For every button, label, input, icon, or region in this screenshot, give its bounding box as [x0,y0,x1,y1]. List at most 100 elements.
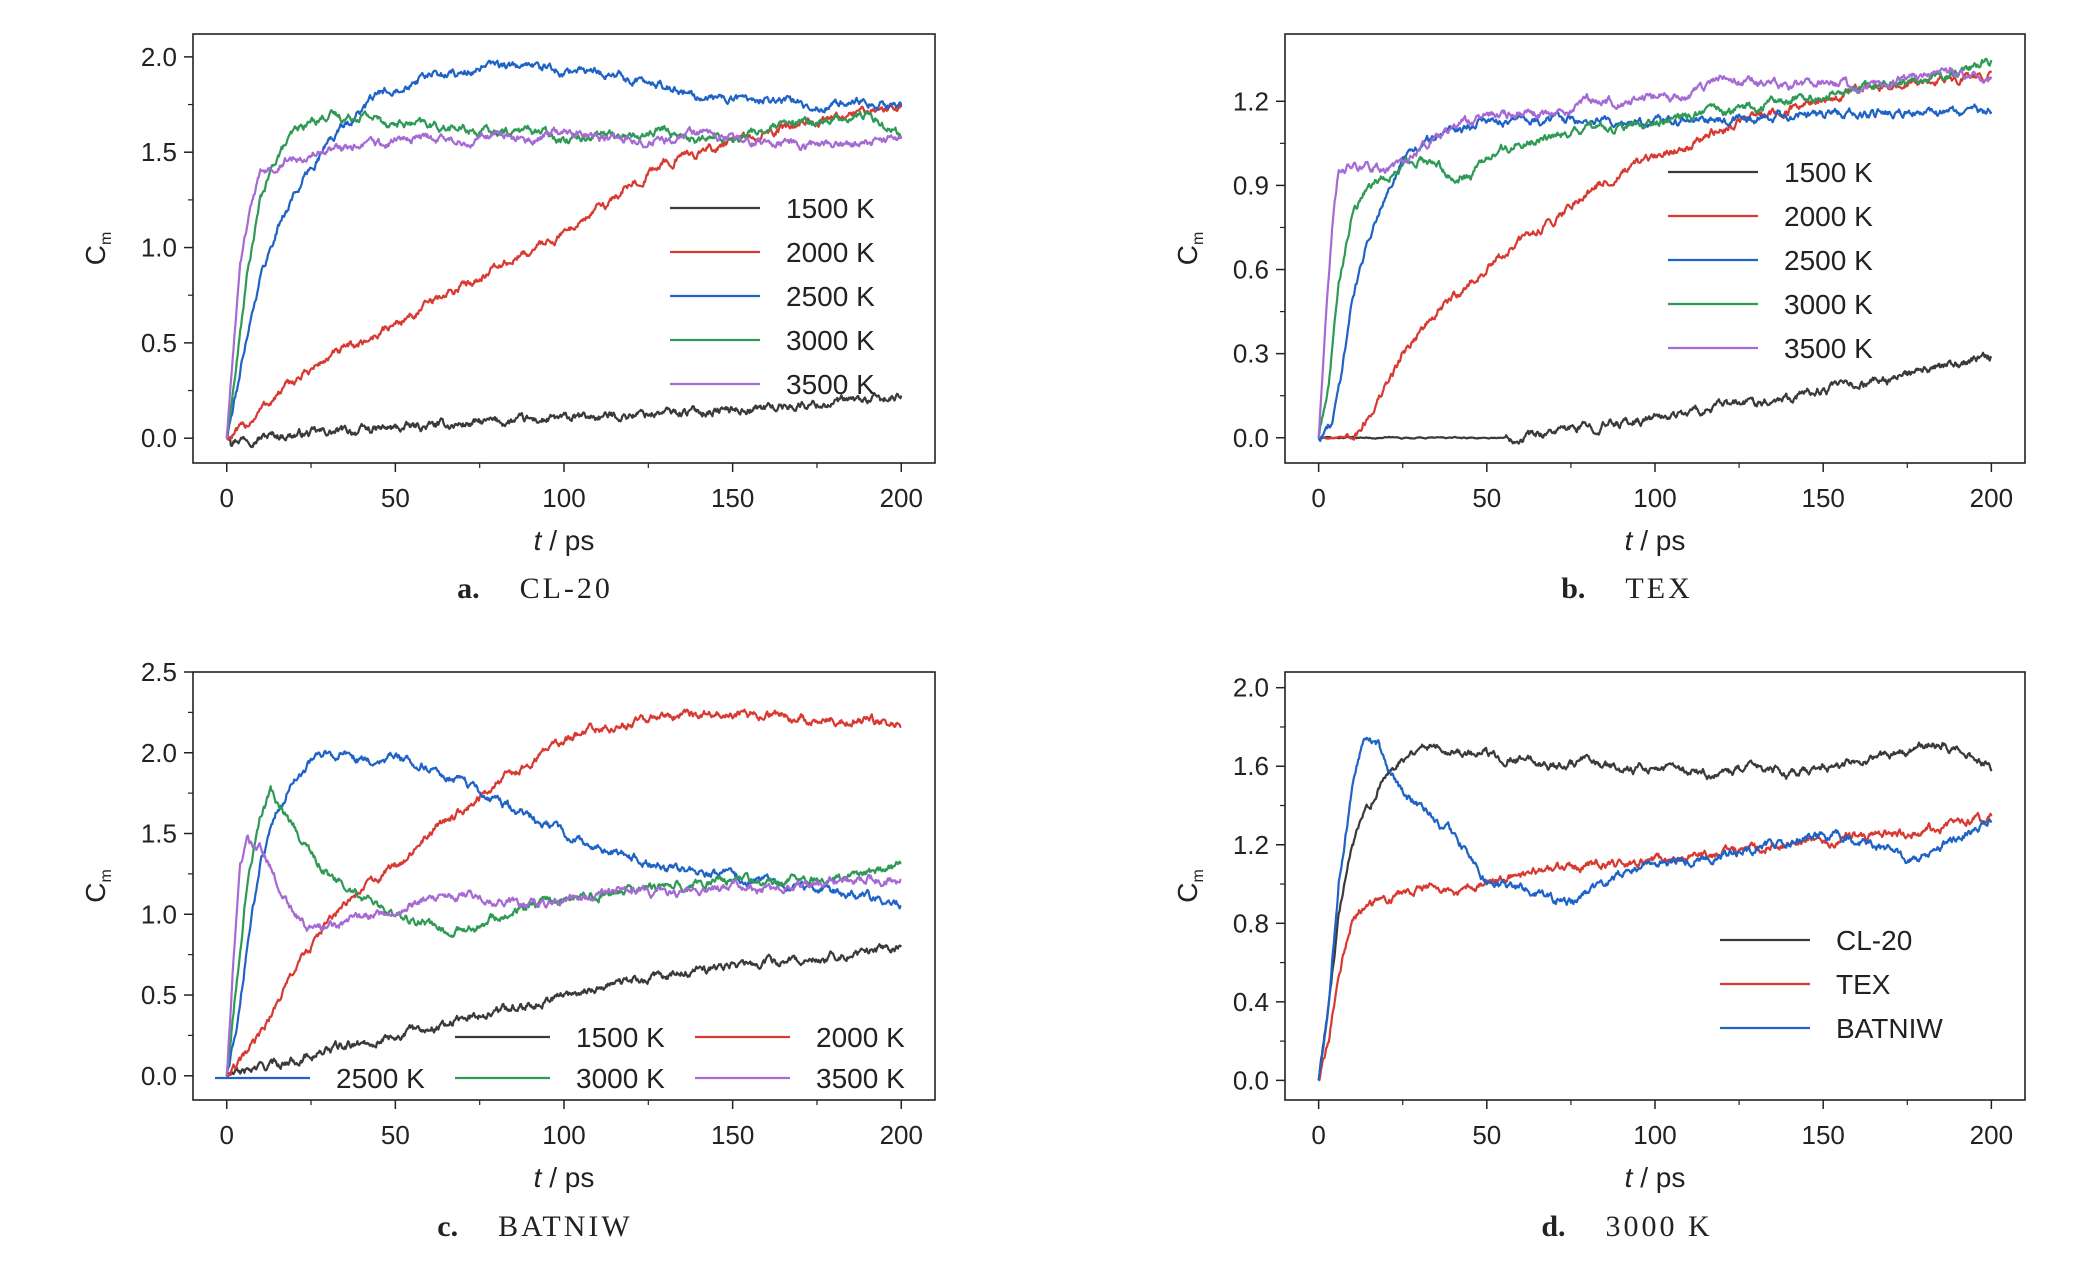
legend-entry: 3000 K [786,325,875,356]
panel-4: 0 50 100 150 200 0.0 0.4 0.8 1.2 1.6 2.0 t / ps Cm CL… [1172,671,2026,1243]
y-tick-label: 1.6 [1233,751,1269,781]
x-tick-label: 100 [1633,1120,1676,1150]
series-line-2500-k [225,59,903,439]
y-axis-label-main: C [1172,883,1203,903]
x-tick-label: 50 [1472,1120,1501,1150]
x-axis-label-unit: / ps [541,525,594,556]
legend: 1500 K 2000 K 2500 K 3000 K 3500 K [1668,157,1873,364]
series-line-2000-k [225,102,903,441]
y-axis-label-main: C [1172,245,1203,265]
legend-entry: 3500 K [816,1063,905,1094]
plot-frame [1284,33,2026,464]
panel-caption-letter: a. [457,572,480,605]
x-tick-label: 150 [1801,483,1844,513]
x-axis-label-var: t [534,1162,543,1193]
y-tick-label: 0.0 [1233,1065,1269,1095]
y-tick-label: 1.0 [141,233,177,263]
x-tick-label: 150 [1801,1120,1844,1150]
y-tick-label: 2.5 [141,657,177,687]
panel-caption: b. TEX [1561,572,1693,605]
series-line-1500-k [1318,351,1993,445]
y-tick-label: 0.5 [141,328,177,358]
panel-caption: d. 3000 K [1541,1210,1712,1243]
x-tick-label: 200 [880,1120,923,1150]
y-axis-label-main: C [80,245,111,265]
y-tick-label: 2.0 [141,42,177,72]
series-line-3500-k [1317,66,1993,438]
x-axis-label-var: t [534,525,543,556]
y-tick-label: 0.6 [1233,255,1269,285]
y-axis-label: Cm [80,869,115,903]
legend-entry: 1500 K [576,1022,665,1053]
x-axis-label-unit: / ps [1632,1162,1685,1193]
legend-entry: BATNIW [1836,1013,1943,1044]
x-tick-label: 50 [1472,483,1501,513]
x-tick-label: 100 [542,483,585,513]
panel-3: 0 50 100 150 200 0.0 0.5 1.0 1.5 2.0 2.5 t / ps Cm 15… [80,657,936,1243]
legend-entry: 2500 K [336,1063,425,1094]
panel-caption: a. CL-20 [457,572,613,605]
panel-2: 0 50 100 150 200 0.0 0.3 0.6 0.9 1.2 t / ps Cm 1500 … [1172,33,2026,605]
series-line-2000-k [1318,70,1993,441]
legend-entry: 2500 K [786,281,875,312]
x-axis-label: t / ps [1625,525,1686,556]
x-tick-label: 50 [381,483,410,513]
x-axis-label-var: t [1625,1162,1634,1193]
x-tick-label: 0 [219,1120,233,1150]
y-tick-label: 0.3 [1233,339,1269,369]
panel-caption-letter: b. [1561,572,1585,605]
x-tick-label: 150 [711,1120,754,1150]
series-line-3500-k [225,126,903,439]
legend-entry: 2500 K [1784,245,1873,276]
x-axis-label: t / ps [534,525,595,556]
y-tick-label: 1.0 [141,899,177,929]
x-tick-label: 200 [1970,1120,2013,1150]
y-tick-label: 2.0 [141,738,177,768]
legend-entry: 2000 K [786,237,875,268]
legend-entry: CL-20 [1836,925,1912,956]
y-axis-label-sub: m [1190,869,1207,882]
series-line-3000-k [225,109,903,439]
legend-entry: 3000 K [576,1063,665,1094]
x-axis-label-unit: / ps [1632,525,1685,556]
x-axis-label: t / ps [1625,1162,1686,1193]
y-axis-label-main: C [80,883,111,903]
legend-entry: 3000 K [1784,289,1873,320]
series-line-2500-k [1317,103,1993,443]
panel-caption-letter: d. [1541,1210,1565,1243]
x-tick-label: 0 [1311,483,1325,513]
series-line-2500-k [225,749,902,1077]
panel-caption-text: CL-20 [520,572,613,605]
x-axis-label: t / ps [534,1162,595,1193]
y-axis-label-sub: m [1190,232,1207,245]
x-axis-label-unit: / ps [541,1162,594,1193]
y-tick-label: 0.0 [141,423,177,453]
y-tick-label: 0.0 [141,1061,177,1091]
x-tick-label: 0 [1311,1120,1325,1150]
legend: 1500 K 2000 K 2500 K 3000 K 3500 K [215,1022,905,1094]
x-tick-label: 150 [711,483,754,513]
series-line-2000-k [225,708,902,1078]
y-axis-label: Cm [1172,232,1207,266]
legend: CL-20 TEX BATNIW [1720,925,1943,1044]
panel-caption-text: 3000 K [1606,1210,1713,1243]
series-line-3500-k [225,834,902,1076]
series-line-3000-k [225,785,902,1077]
y-tick-label: 0.9 [1233,170,1269,200]
series-line-cl-20 [1317,741,1993,1081]
y-tick-label: 0.4 [1233,987,1269,1017]
panel-caption-text: TEX [1625,572,1692,605]
legend-entry: 3500 K [786,369,875,400]
y-axis-label: Cm [1172,869,1207,903]
series-line-1500-k [226,943,903,1077]
legend-entry: TEX [1836,969,1891,1000]
y-tick-label: 1.5 [141,819,177,849]
legend-entry: 2000 K [816,1022,905,1053]
legend-entry: 2000 K [1784,201,1873,232]
y-axis-label-sub: m [98,869,115,882]
y-tick-label: 1.5 [141,137,177,167]
legend: 1500 K 2000 K 2500 K 3000 K 3500 K [670,193,875,400]
y-tick-label: 0.5 [141,980,177,1010]
panel-caption-text: BATNIW [498,1210,633,1243]
